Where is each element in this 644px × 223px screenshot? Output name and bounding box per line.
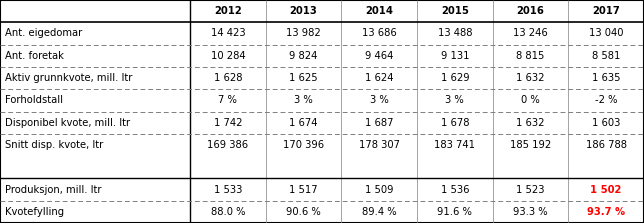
- Text: 1 523: 1 523: [516, 185, 545, 194]
- Text: 1 517: 1 517: [289, 185, 317, 194]
- Text: 170 396: 170 396: [283, 140, 324, 150]
- Text: Snitt disp. kvote, ltr: Snitt disp. kvote, ltr: [5, 140, 104, 150]
- Text: 1 629: 1 629: [440, 73, 469, 83]
- Text: 9 824: 9 824: [289, 51, 317, 61]
- Text: 13 488: 13 488: [437, 29, 472, 38]
- Text: 1 603: 1 603: [592, 118, 620, 128]
- Text: 1 687: 1 687: [365, 118, 393, 128]
- Text: 13 246: 13 246: [513, 29, 548, 38]
- Text: 1 533: 1 533: [214, 185, 242, 194]
- Text: -2 %: -2 %: [595, 95, 618, 105]
- Text: 9 464: 9 464: [365, 51, 393, 61]
- Text: 1 632: 1 632: [516, 73, 545, 83]
- Text: 91.6 %: 91.6 %: [437, 207, 472, 217]
- Text: 93.7 %: 93.7 %: [587, 207, 625, 217]
- Text: 169 386: 169 386: [207, 140, 249, 150]
- Text: 1 628: 1 628: [214, 73, 242, 83]
- Text: 1 635: 1 635: [592, 73, 620, 83]
- Text: 1 678: 1 678: [440, 118, 469, 128]
- Text: Ant. foretak: Ant. foretak: [5, 51, 64, 61]
- Text: 10 284: 10 284: [211, 51, 245, 61]
- Text: Forholdstall: Forholdstall: [5, 95, 63, 105]
- Text: 3 %: 3 %: [370, 95, 388, 105]
- Text: 13 040: 13 040: [589, 29, 623, 38]
- Text: 1 632: 1 632: [516, 118, 545, 128]
- Text: 2013: 2013: [290, 6, 317, 16]
- Text: 1 536: 1 536: [440, 185, 469, 194]
- Text: 2016: 2016: [516, 6, 544, 16]
- Text: 1 509: 1 509: [365, 185, 393, 194]
- Text: 183 741: 183 741: [434, 140, 475, 150]
- Text: 1 502: 1 502: [591, 185, 622, 194]
- Text: 13 982: 13 982: [286, 29, 321, 38]
- Text: Kvotefylling: Kvotefylling: [5, 207, 64, 217]
- Text: 90.6 %: 90.6 %: [286, 207, 321, 217]
- Text: 0 %: 0 %: [521, 95, 540, 105]
- Text: 88.0 %: 88.0 %: [211, 207, 245, 217]
- Text: 1 742: 1 742: [214, 118, 242, 128]
- Text: 9 131: 9 131: [440, 51, 469, 61]
- Text: 186 788: 186 788: [585, 140, 627, 150]
- Text: 1 625: 1 625: [289, 73, 317, 83]
- Text: 93.3 %: 93.3 %: [513, 207, 548, 217]
- Text: 3 %: 3 %: [446, 95, 464, 105]
- Text: 1 674: 1 674: [289, 118, 317, 128]
- Text: 2012: 2012: [214, 6, 242, 16]
- Text: 8 581: 8 581: [592, 51, 620, 61]
- Text: 7 %: 7 %: [218, 95, 237, 105]
- Text: 1 624: 1 624: [365, 73, 393, 83]
- Text: 89.4 %: 89.4 %: [362, 207, 397, 217]
- Text: Disponibel kvote, mill. ltr: Disponibel kvote, mill. ltr: [5, 118, 130, 128]
- Text: 185 192: 185 192: [510, 140, 551, 150]
- Text: 2017: 2017: [592, 6, 620, 16]
- Text: 8 815: 8 815: [516, 51, 545, 61]
- Text: 13 686: 13 686: [362, 29, 397, 38]
- Text: 14 423: 14 423: [211, 29, 245, 38]
- Text: Aktiv grunnkvote, mill. ltr: Aktiv grunnkvote, mill. ltr: [5, 73, 133, 83]
- Text: 2014: 2014: [365, 6, 393, 16]
- Text: Produksjon, mill. ltr: Produksjon, mill. ltr: [5, 185, 102, 194]
- Text: Ant. eigedomar: Ant. eigedomar: [5, 29, 82, 38]
- Text: 178 307: 178 307: [359, 140, 400, 150]
- Text: 2015: 2015: [441, 6, 469, 16]
- Text: 3 %: 3 %: [294, 95, 313, 105]
